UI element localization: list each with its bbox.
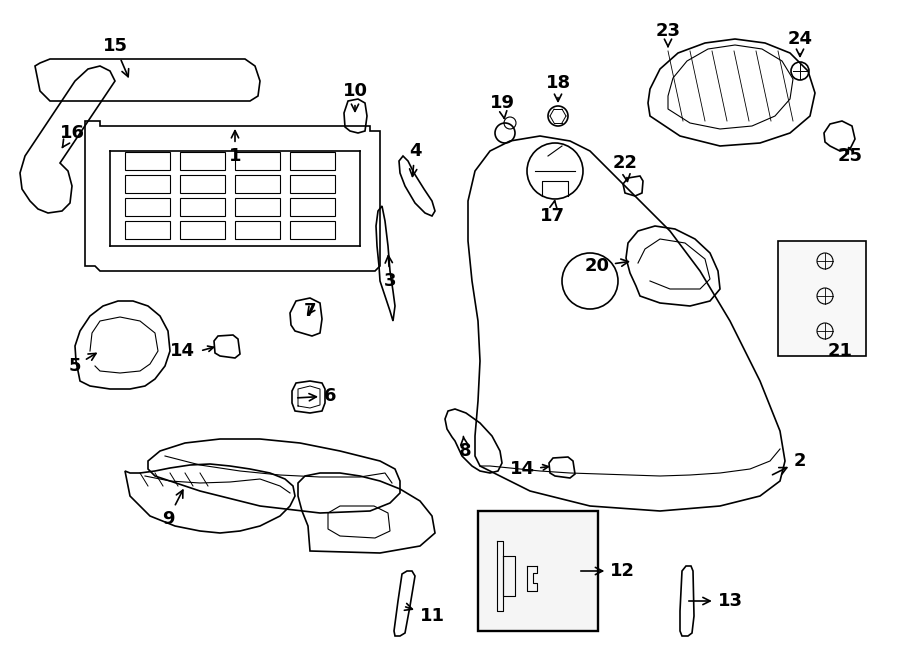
Text: 20: 20 xyxy=(585,257,628,275)
Text: 19: 19 xyxy=(490,94,515,118)
Text: 14: 14 xyxy=(510,460,535,478)
Text: 10: 10 xyxy=(343,82,367,111)
Text: 8: 8 xyxy=(459,436,472,460)
Text: 22: 22 xyxy=(613,154,637,181)
Text: 14: 14 xyxy=(170,342,195,360)
Text: 5: 5 xyxy=(68,354,96,375)
Text: 24: 24 xyxy=(788,30,813,56)
Text: 16: 16 xyxy=(59,124,85,147)
Text: 17: 17 xyxy=(539,201,564,225)
Text: 11: 11 xyxy=(404,603,445,625)
Text: 1: 1 xyxy=(229,131,241,165)
Bar xyxy=(478,511,598,631)
Text: 23: 23 xyxy=(655,22,680,46)
Text: 12: 12 xyxy=(580,562,635,580)
Text: 13: 13 xyxy=(688,592,742,610)
Text: 6: 6 xyxy=(298,387,337,405)
Text: 9: 9 xyxy=(162,490,183,528)
Text: 4: 4 xyxy=(409,142,421,176)
Bar xyxy=(778,241,866,356)
Text: 2: 2 xyxy=(772,452,806,475)
Text: 3: 3 xyxy=(383,256,396,290)
Text: 21: 21 xyxy=(827,342,852,360)
Text: 15: 15 xyxy=(103,37,129,77)
Text: 25: 25 xyxy=(838,147,862,165)
Text: 18: 18 xyxy=(545,74,571,101)
Text: 7: 7 xyxy=(304,302,316,320)
